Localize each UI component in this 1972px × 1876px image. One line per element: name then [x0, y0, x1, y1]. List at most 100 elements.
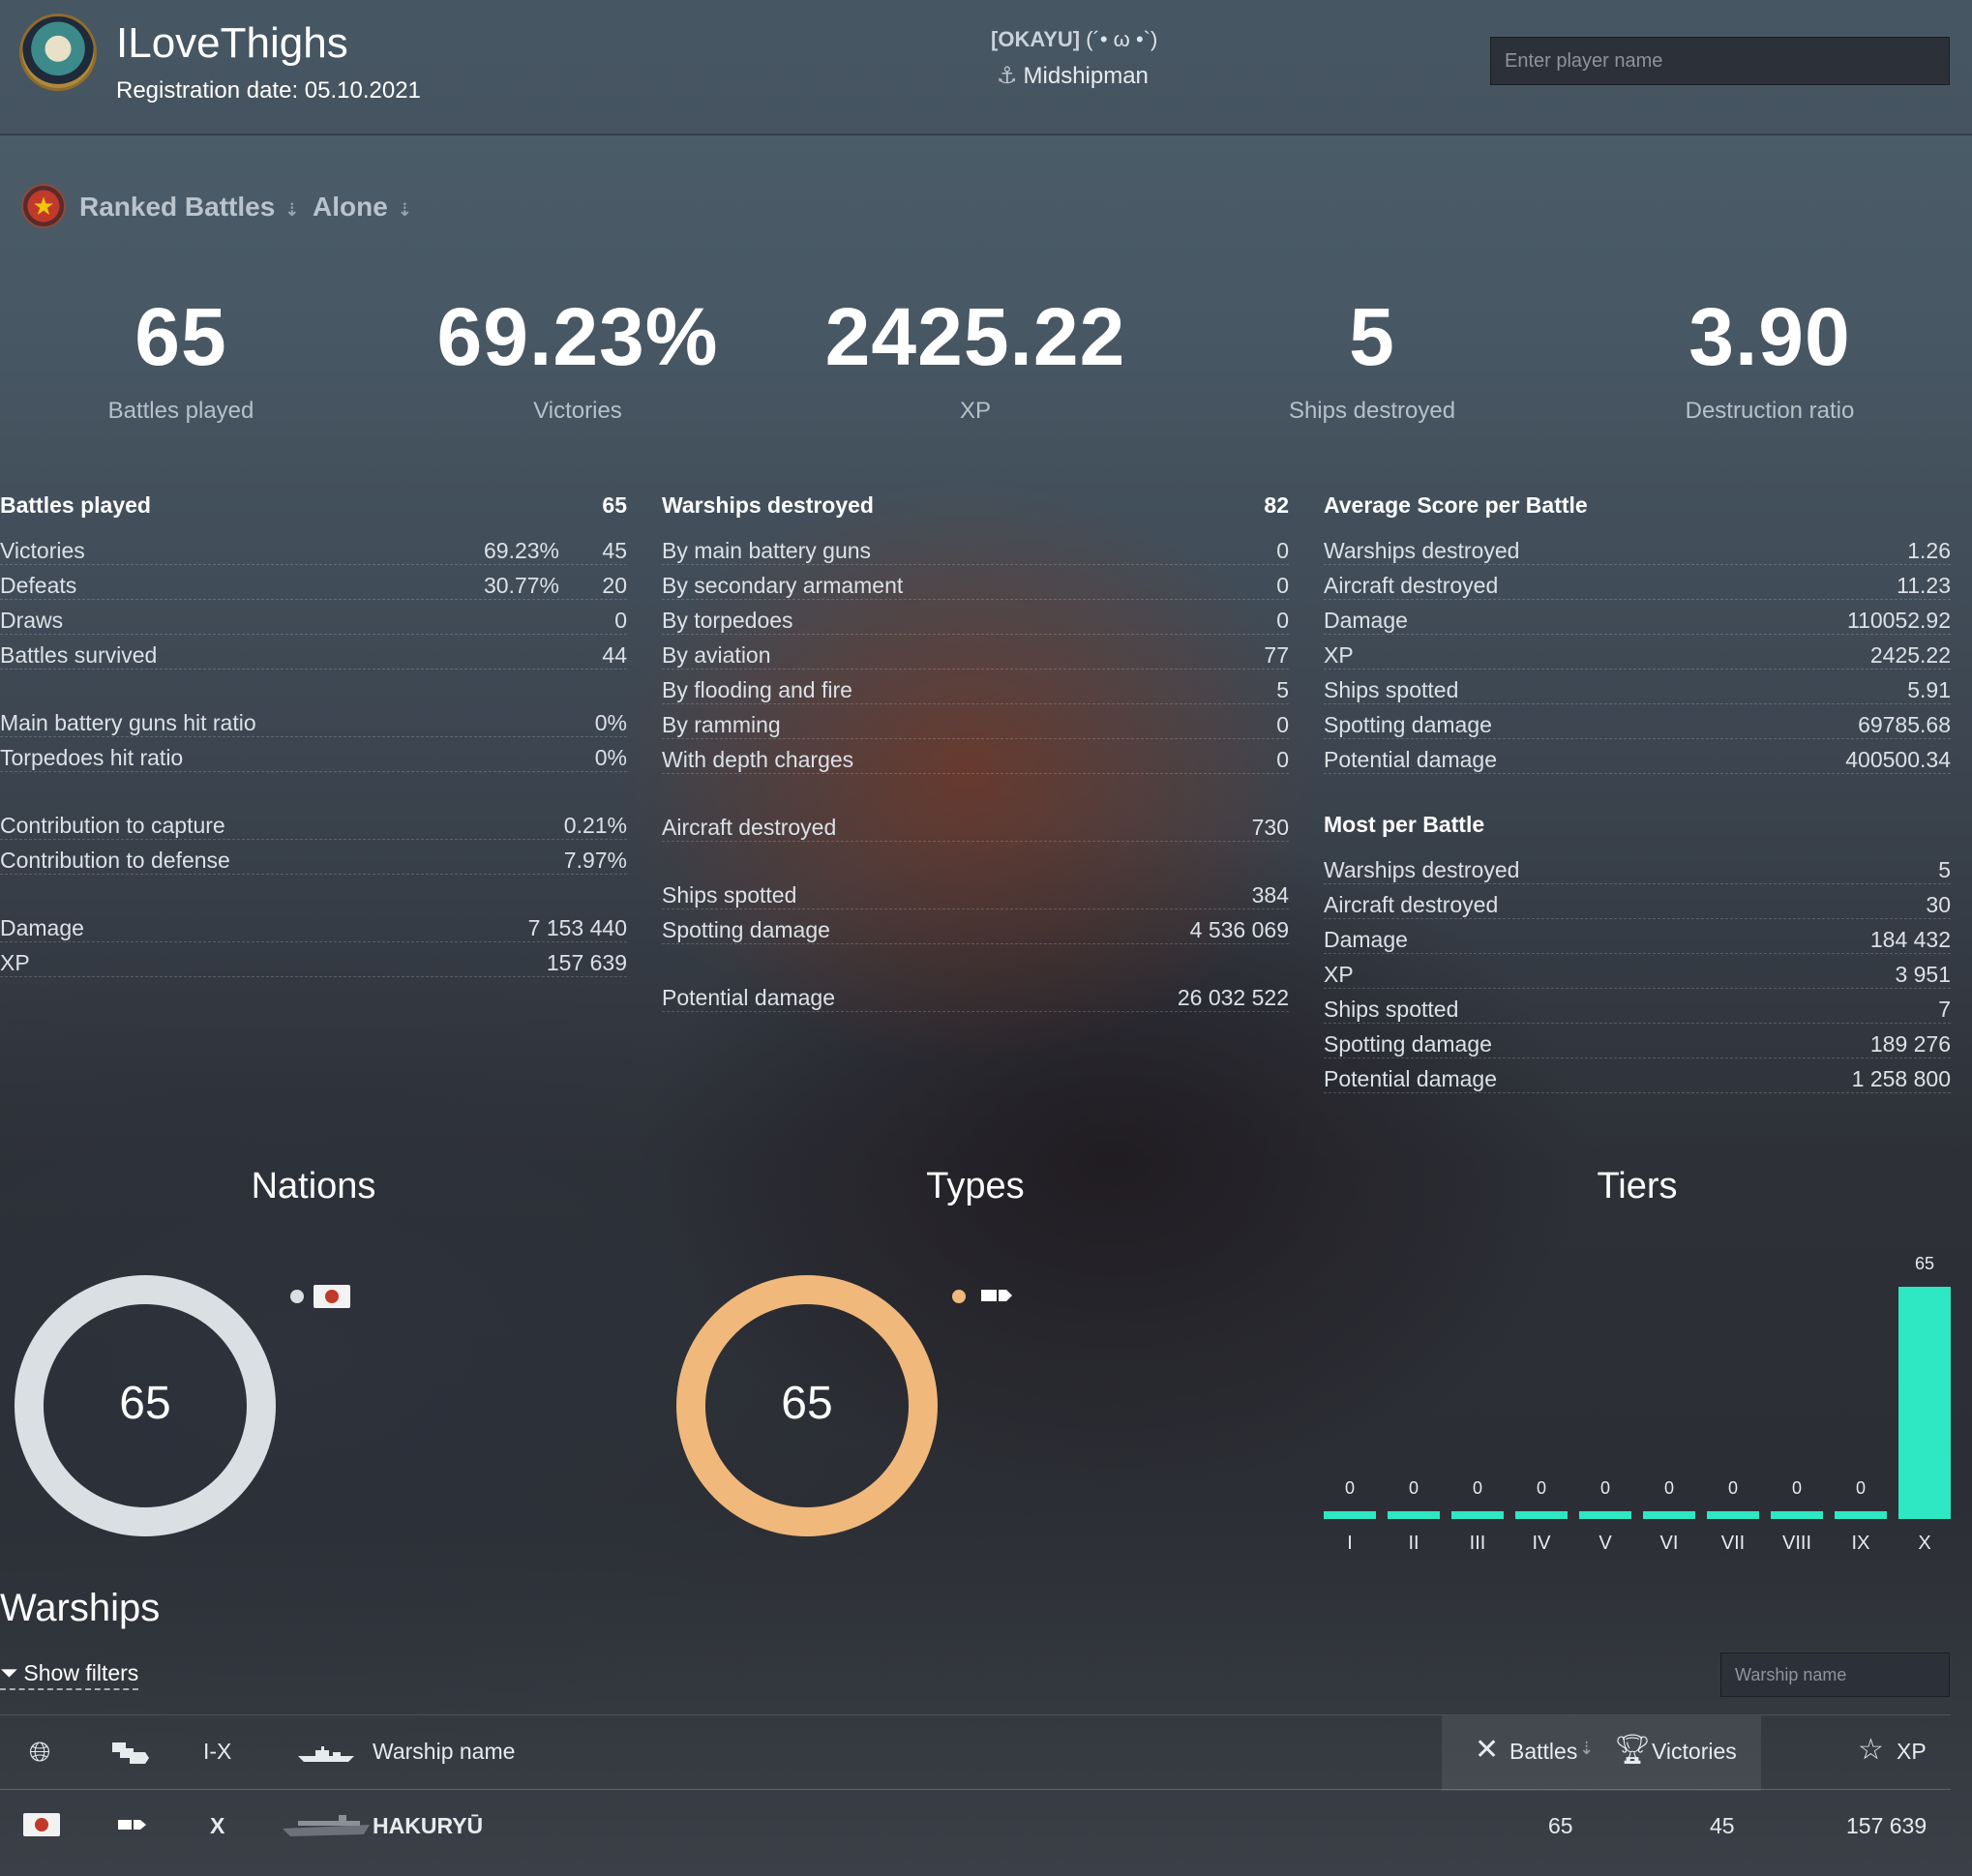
clan-info[interactable]: [OKAYU] (´• ω •`) [991, 27, 1157, 52]
row-value: 77 [1264, 642, 1289, 668]
star-icon: ☆ [1858, 1734, 1884, 1766]
tier-axis-label: VIII [1781, 1533, 1811, 1554]
clan-tag[interactable]: [OKAYU] [991, 27, 1081, 51]
row-warship-name[interactable]: HAKURYŪ [373, 1813, 484, 1838]
arrow-down-icon: ⇣ [397, 200, 412, 220]
row-value: 0 [1276, 608, 1289, 633]
tier-value-label: 0 [1791, 1478, 1802, 1498]
row-value: 82 [1264, 492, 1289, 518]
tier-bar [1324, 1511, 1376, 1519]
row-label: Aircraft destroyed [1324, 892, 1499, 917]
summary-label: Destruction ratio [1685, 398, 1855, 424]
row-label: Battles played [0, 492, 151, 518]
tier-value-label: 0 [1536, 1478, 1546, 1498]
row-value: 5 [1276, 677, 1289, 702]
tier-bar [1898, 1287, 1951, 1519]
survived-row: Battles survived 44 [0, 635, 627, 670]
ship-types-icon[interactable] [110, 1741, 149, 1766]
spacer [1324, 838, 1951, 849]
avg-row: Spotting damage 69785.68 [1324, 704, 1951, 739]
defeats-row: Defeats 30.77% 20 [0, 565, 627, 600]
tier-axis-label: VII [1720, 1533, 1746, 1554]
table-row[interactable]: X HAKURYŪ 65 45 157 639 [0, 1792, 1951, 1861]
row-label: By aviation [662, 642, 771, 668]
summary-destruction-ratio: 3.90 Destruction ratio [1596, 290, 1944, 425]
sort-arrow-down-icon[interactable]: ⇣ [1579, 1739, 1595, 1758]
row-label: Main battery guns hit ratio [0, 710, 256, 735]
spacer [0, 670, 627, 702]
arrow-down-icon: ⇣ [284, 200, 300, 220]
battle-type-dropdown[interactable]: Ranked Battles ⇣ [79, 192, 299, 223]
tier-value-label: 0 [1599, 1478, 1610, 1498]
tiers-title: Tiers [1597, 1166, 1678, 1206]
summary-victories: 69.23% Victories [403, 290, 752, 425]
row-value: 44 [602, 642, 627, 668]
types-donut [676, 1275, 938, 1536]
torpedo-hit-ratio-row: Torpedoes hit ratio 0% [0, 737, 627, 772]
tier-bar [1771, 1511, 1823, 1519]
spacer [0, 875, 627, 908]
battles-column-header[interactable]: Battles [1509, 1739, 1578, 1764]
row-label: Potential damage [1324, 1066, 1498, 1091]
victories-row: Victories 69.23% 45 [0, 530, 627, 565]
spacer [662, 944, 1289, 977]
spacer [1324, 519, 1951, 530]
row-value: 69785.68 [1858, 712, 1951, 737]
victories-column-header[interactable]: Victories [1652, 1739, 1737, 1764]
row-label: Ships spotted [1324, 997, 1459, 1022]
spacer [662, 519, 1289, 530]
spacer [1324, 774, 1951, 803]
draws-row: Draws 0 [0, 600, 627, 635]
row-label: Contribution to defense [0, 848, 230, 873]
row-value: 7 153 440 [527, 915, 627, 940]
secondary-row: By secondary armament 0 [662, 565, 1289, 600]
player-search-input[interactable] [1490, 37, 1950, 85]
xp-row: XP 157 639 [0, 942, 627, 977]
per-battle-column: Average Score per Battle Warships destro… [1324, 484, 1951, 1093]
spotting-damage-row: Spotting damage 4 536 069 [662, 909, 1289, 944]
tier-value-label: 0 [1408, 1478, 1419, 1498]
trophy-icon: 🏆︎ [1614, 1734, 1652, 1766]
show-filters-button[interactable]: ⏷ Show filters [0, 1660, 139, 1690]
row-value: 0.21% [563, 813, 627, 838]
nations-donut [15, 1275, 276, 1536]
division-dropdown[interactable]: Alone ⇣ [313, 192, 412, 223]
row-value: 7 [1938, 997, 1951, 1022]
row-label: Warships destroyed [1324, 857, 1520, 882]
main-hit-ratio-row: Main battery guns hit ratio 0% [0, 702, 627, 737]
row-value: 0% [594, 745, 627, 770]
row-label: Damage [1324, 927, 1408, 952]
row-label: Potential damage [662, 985, 836, 1010]
battles-x-icon: ✕ [1475, 1734, 1500, 1766]
row-label: With depth charges [662, 747, 854, 772]
row-label: Aircraft destroyed [662, 815, 837, 840]
japan-flag-icon [314, 1285, 350, 1308]
nations-title: Nations [251, 1166, 376, 1206]
torpedoes-row: By torpedoes 0 [662, 600, 1289, 635]
warship-search-input[interactable] [1720, 1653, 1950, 1697]
globe-icon[interactable]: 🌐︎ [29, 1737, 51, 1767]
average-score-header: Average Score per Battle [1324, 484, 1951, 519]
most-row: Spotting damage 189 276 [1324, 1024, 1951, 1058]
row-label: Ships spotted [1324, 677, 1459, 702]
xp-column-header[interactable]: XP [1897, 1739, 1927, 1764]
battles-played-header: Battles played 65 [0, 484, 627, 519]
avg-row: Damage 110052.92 [1324, 600, 1951, 635]
row-label: XP [0, 950, 30, 975]
tier-column-header[interactable]: I-X [203, 1739, 232, 1764]
summary-label: Victories [533, 398, 622, 424]
summary-ships-destroyed: 5 Ships destroyed [1198, 290, 1546, 425]
aircraft-carrier-icon [981, 1290, 1012, 1301]
battles-stats-column: Battles played 65 Victories 69.23% 45 Defea… [0, 484, 627, 977]
spacer [0, 519, 627, 530]
row-label: By secondary armament [662, 573, 904, 598]
tier-bar [1579, 1511, 1631, 1519]
row-label: Contribution to capture [0, 813, 225, 838]
row-label: Warships destroyed [662, 492, 874, 518]
row-label: By ramming [662, 712, 781, 737]
most-row: Warships destroyed 5 [1324, 849, 1951, 884]
summary-value: 5 [1349, 291, 1395, 382]
warship-name-column-header[interactable]: Warship name [373, 1739, 516, 1764]
tier-value-label: 0 [1727, 1478, 1738, 1498]
row-value: 2425.22 [1869, 642, 1951, 668]
